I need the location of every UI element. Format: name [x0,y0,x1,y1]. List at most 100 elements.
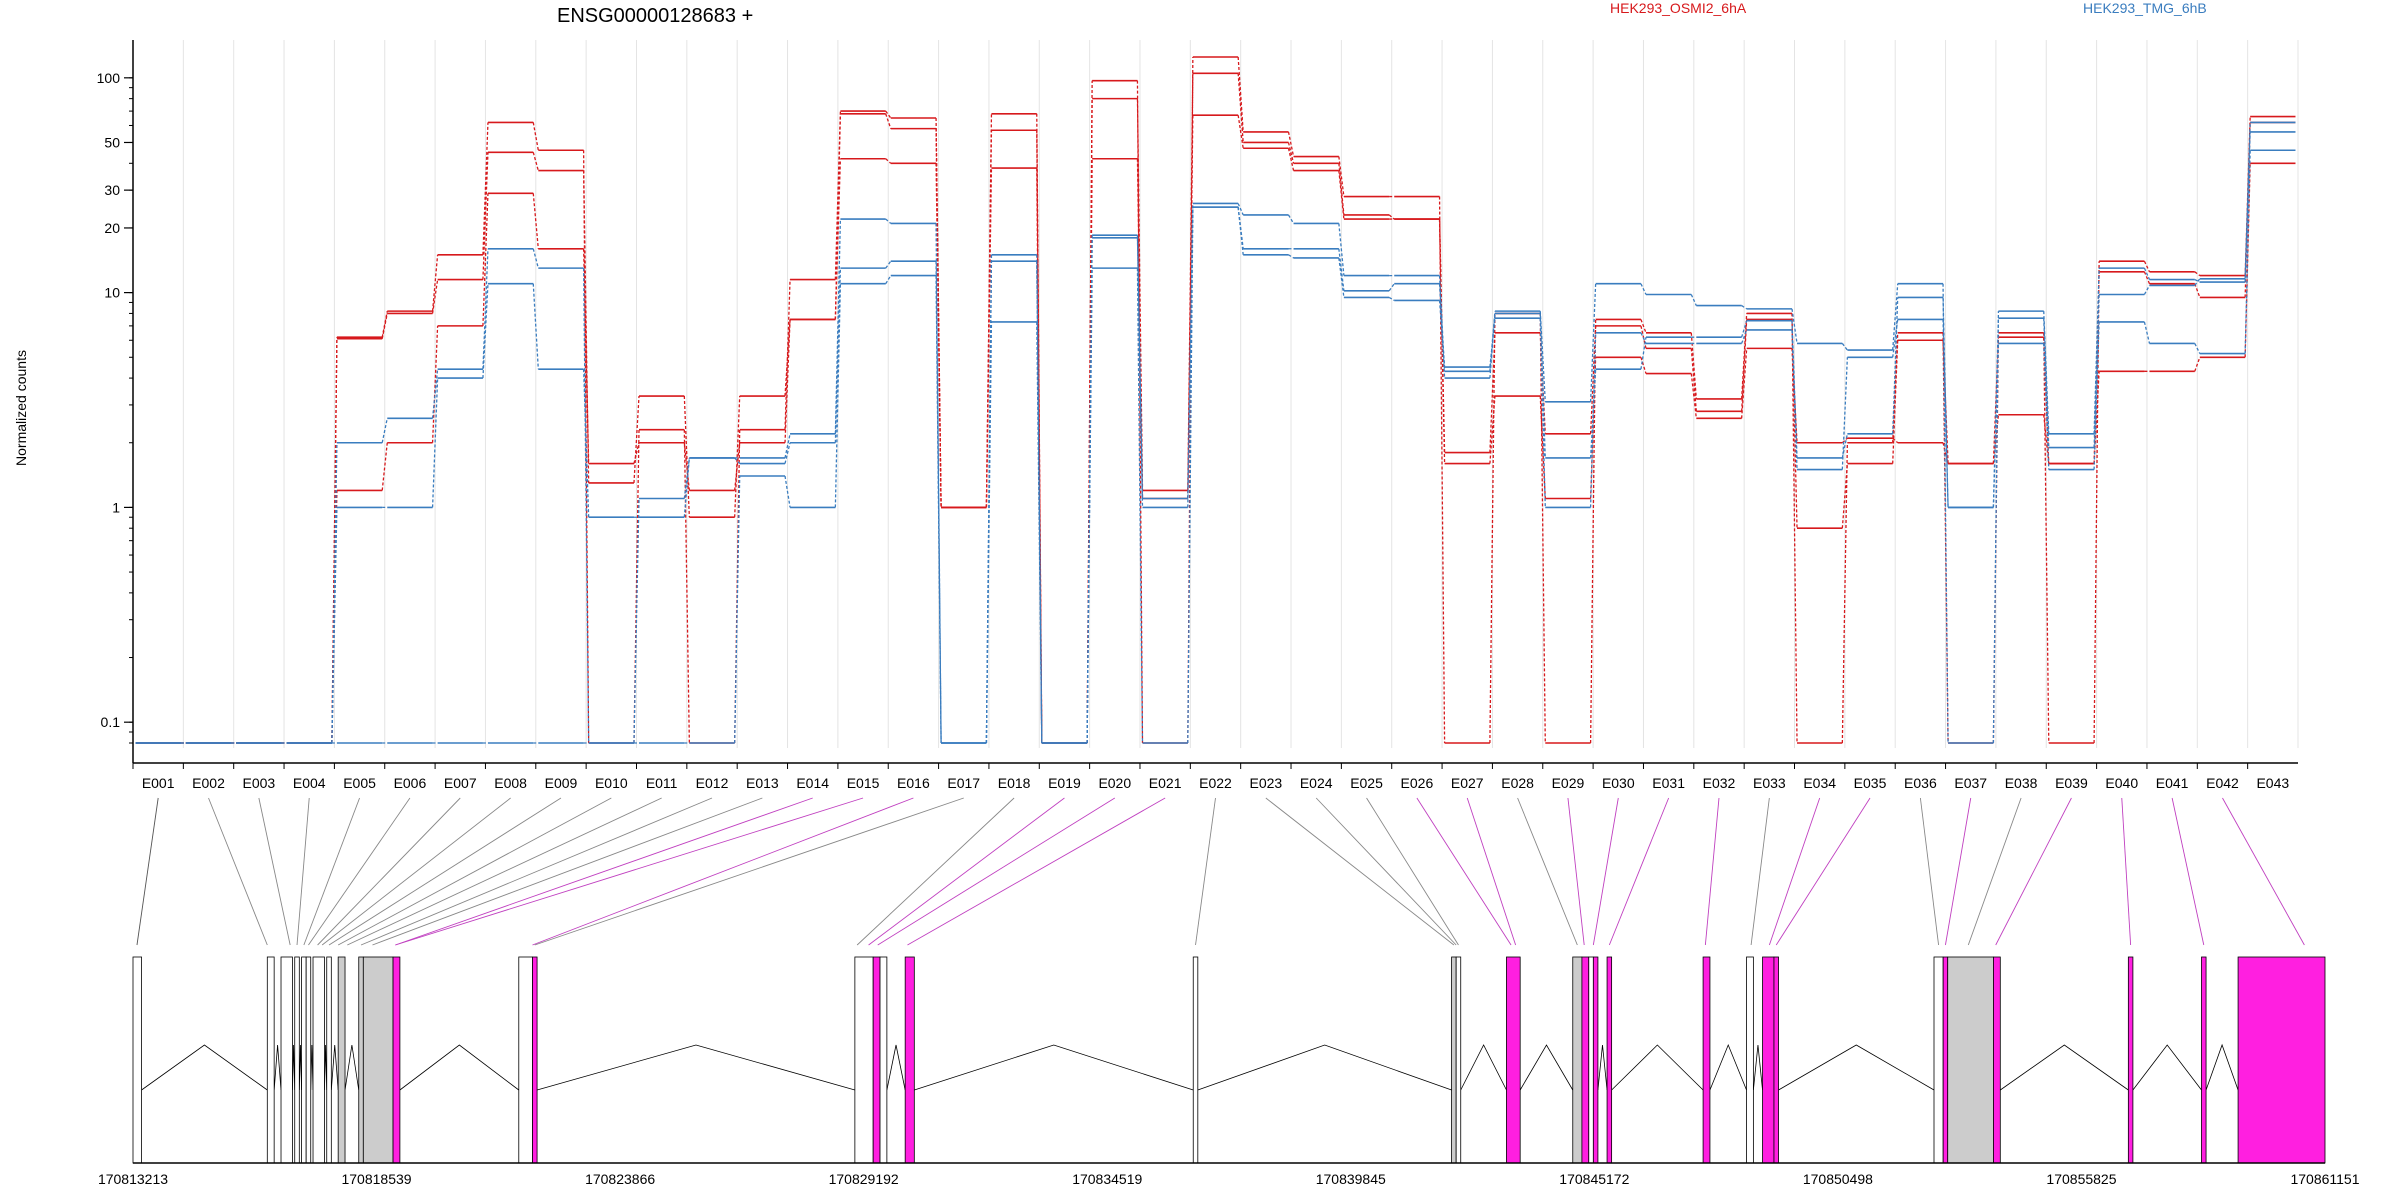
coordinate-tick-label: 170861151 [2290,1171,2359,1187]
series-transition [1640,332,1647,344]
series-transition [985,168,993,508]
intron-line [1709,1043,1747,1091]
exon-bin [518,956,533,1164]
gene-model [132,956,2326,1164]
series-transition [1338,248,1345,291]
connector-line [1775,797,1871,946]
exon-label-e018: E018 [998,775,1031,791]
connector-line [868,797,1065,946]
y-tick-label: 20 [104,220,120,236]
series-transition [1287,131,1295,157]
series-transition [1892,283,1899,351]
exon-label-e009: E009 [545,775,578,791]
coordinate-tick-label: 170834519 [1072,1171,1142,1187]
series-transition [1237,56,1244,132]
connector-line [1967,797,2022,946]
connector-line [2222,797,2305,946]
series-transition [885,218,892,224]
coordinate-tick-label: 170850498 [1803,1171,1873,1187]
exon-bin [1192,956,1199,1164]
series-transition [683,396,691,518]
exon-bin [2127,956,2134,1164]
connector-line [372,797,763,946]
connector-line [1416,797,1512,946]
exon-bin [1746,956,1754,1164]
series-transition [1338,223,1345,276]
series-transition [1288,254,1294,259]
exon-bin [301,956,307,1164]
y-tick-label: 50 [104,134,120,150]
exon-label-e016: E016 [897,775,930,791]
series-transition [2143,271,2151,284]
series-transition [734,475,741,744]
series-transition [1791,313,1798,744]
genomic-coordinate-axis: 170813213 170818539 170823866 170829192 1708… [98,1162,2360,1187]
connector-line [1466,797,1517,946]
series-transition [2093,294,2100,448]
chart-title: ENSG00000128683 + [557,5,753,27]
series-transition [1640,283,1647,295]
connector-line [1592,797,1619,946]
exon-label-e029: E029 [1552,775,1585,791]
series-transition [2143,260,2151,273]
exon-bin [132,956,142,1164]
series-transition [1187,207,1194,744]
series-transition [2143,267,2151,280]
series-transition [532,152,539,171]
y-tick-label: 30 [104,182,120,198]
series-transition [582,268,590,744]
exon-label-e042: E042 [2206,775,2239,791]
exon-bin [1762,956,1775,1164]
intron-line [2000,1044,2129,1091]
series-transition [381,442,388,491]
connector-line [296,797,310,946]
series-transition [482,193,489,326]
exon-label-e017: E017 [947,775,980,791]
exon-label-e015: E015 [847,775,880,791]
exon-bin [2201,956,2207,1164]
exon-bin [280,956,293,1164]
exon-bin [879,956,888,1164]
series-transition [482,122,489,255]
intron-line [344,1044,360,1091]
series-transition [633,395,640,483]
legend-entry-osmi2: HEK293_OSMI2_6hA [1610,0,1747,16]
connector-line [347,797,662,946]
connector-line [337,797,612,946]
y-axis-label: Normalized counts [13,350,29,466]
exon-bin [1947,956,1994,1164]
exon-bin [294,956,300,1164]
series-transition [834,158,842,320]
vertical-grid [132,40,2299,748]
series-transition [381,418,388,443]
coordinate-tick-label: 170839845 [1316,1171,1386,1187]
series-transition [1338,163,1345,215]
series-transition [1338,170,1345,220]
coordinate-tick-label: 170855825 [2046,1171,2116,1187]
series-transition [885,113,892,129]
connector-line [208,797,268,946]
series-transition [1892,297,1899,434]
exon-label-e008: E008 [494,775,527,791]
series-transition [1841,433,1849,459]
exon-bin [904,956,915,1164]
exon-label-e031: E031 [1652,775,1685,791]
series-transition [1388,296,1395,301]
series-transition [834,283,842,508]
intron-line [1611,1044,1704,1091]
exon-bin [1506,956,1521,1164]
exon-label-e020: E020 [1098,775,1131,791]
series-transition [1841,442,1849,744]
series-transition [1640,325,1647,349]
series-transition [2194,283,2201,298]
connector-line [907,797,1166,946]
exon-label-e013: E013 [746,775,779,791]
exon-bin [1588,956,1594,1164]
exon-label-e035: E035 [1854,775,1887,791]
series-transition [1539,313,1546,744]
series-transition [1640,319,1647,334]
series-transition [734,396,741,518]
exon-bin [1606,956,1613,1164]
series-osmi2-3 [135,114,2296,744]
intron-line [1597,1044,1608,1091]
